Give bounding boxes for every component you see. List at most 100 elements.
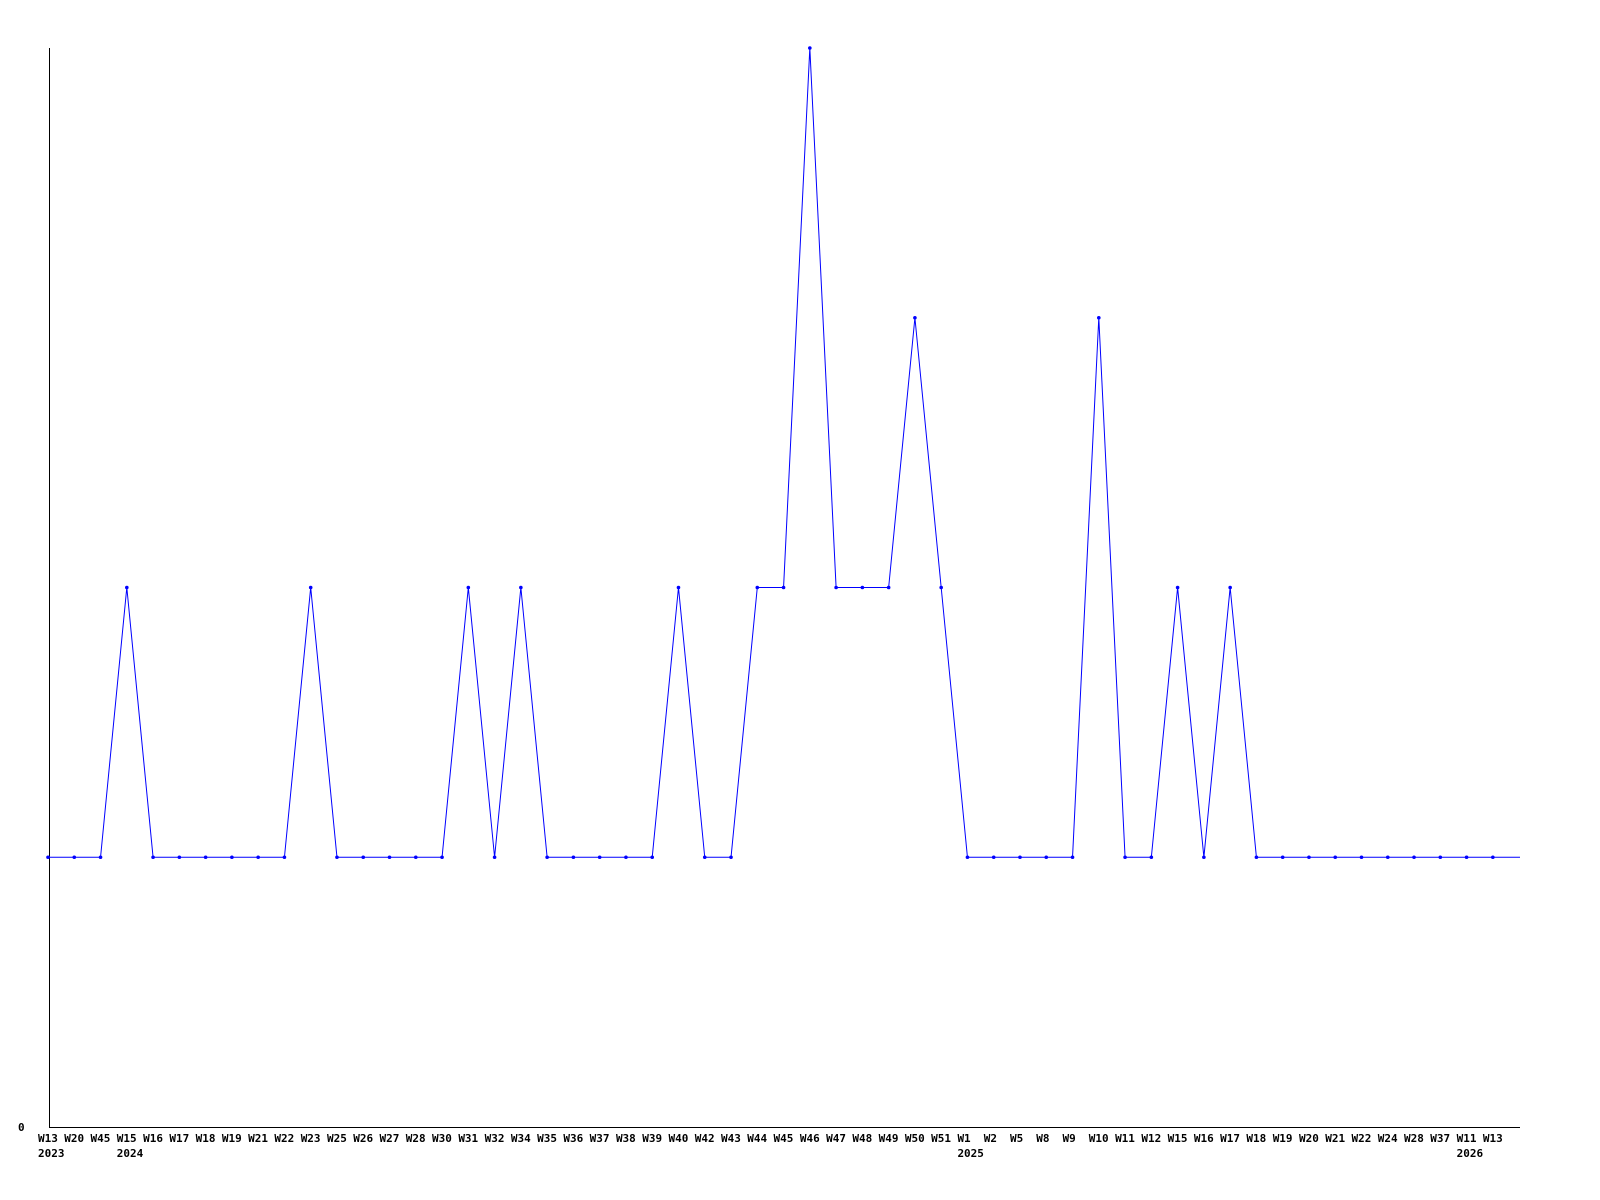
x-tick-label: W39 <box>642 1132 662 1145</box>
data-point <box>545 855 549 860</box>
x-year-label: 2025 <box>957 1147 984 1160</box>
data-point <box>1149 855 1154 860</box>
x-tick-label: W21 <box>1325 1132 1345 1145</box>
x-tick-label: W16 <box>1194 1132 1214 1145</box>
x-tick-label: W13 <box>1483 1132 1503 1145</box>
data-point <box>965 855 970 860</box>
data-point <box>1228 585 1232 590</box>
y-tick-label-0: 0 <box>18 1121 25 1134</box>
x-tick-label: W18 <box>1246 1132 1266 1145</box>
x-tick-label: W28 <box>406 1132 426 1145</box>
data-point <box>1307 855 1311 860</box>
x-tick-label: W19 <box>222 1132 242 1145</box>
data-point <box>1412 855 1416 860</box>
data-point <box>1464 855 1469 860</box>
data-point <box>1254 855 1259 860</box>
x-tick-label: W31 <box>458 1132 478 1145</box>
x-tick-label: W17 <box>1220 1132 1240 1145</box>
data-point <box>98 855 103 860</box>
data-point <box>676 585 681 590</box>
x-tick-label: W17 <box>169 1132 189 1145</box>
data-point <box>151 855 155 860</box>
x-tick-label: W10 <box>1089 1132 1109 1145</box>
x-tick-label: W16 <box>143 1132 163 1145</box>
x-tick-label: W18 <box>196 1132 216 1145</box>
data-point <box>571 855 576 860</box>
x-tick-label: W22 <box>1352 1132 1372 1145</box>
data-point <box>308 585 313 590</box>
x-tick-label: W11 <box>1457 1132 1477 1145</box>
data-point <box>203 855 208 860</box>
x-tick-label: W21 <box>248 1132 268 1145</box>
x-tick-label: W45 <box>774 1132 794 1145</box>
data-point <box>1097 315 1101 320</box>
x-tick-label: W36 <box>563 1132 583 1145</box>
data-point <box>860 585 865 590</box>
x-tick-label: W46 <box>800 1132 820 1145</box>
x-tick-label: W28 <box>1404 1132 1424 1145</box>
data-point <box>72 855 77 860</box>
x-tick-label: W50 <box>905 1132 925 1145</box>
x-tick-label: W40 <box>668 1132 688 1145</box>
data-point <box>46 855 50 860</box>
data-point <box>1044 855 1049 860</box>
x-tick-label: W1 <box>957 1132 971 1145</box>
x-tick-label: W45 <box>91 1132 111 1145</box>
x-tick-label: W26 <box>353 1132 373 1145</box>
data-point <box>466 585 471 590</box>
data-point <box>650 855 655 860</box>
data-point <box>597 855 602 860</box>
x-tick-label: W15 <box>1168 1132 1188 1145</box>
data-point <box>1280 855 1285 860</box>
series-line <box>48 47 1520 858</box>
data-point <box>1359 855 1364 860</box>
data-point <box>755 585 760 590</box>
x-tick-label: W24 <box>1378 1132 1398 1145</box>
x-tick-label: W48 <box>852 1132 872 1145</box>
data-point <box>1070 855 1075 860</box>
x-tick-label: W44 <box>747 1132 767 1145</box>
x-tick-label: W30 <box>432 1132 452 1145</box>
x-tick-label: W42 <box>695 1132 715 1145</box>
data-point <box>256 855 260 860</box>
data-point <box>177 855 182 860</box>
x-tick-label: W5 <box>1010 1132 1023 1145</box>
data-point <box>1491 855 1495 860</box>
x-tick-label: W49 <box>879 1132 899 1145</box>
data-point <box>519 585 523 590</box>
x-tick-label: W11 <box>1115 1132 1135 1145</box>
data-point <box>702 855 707 860</box>
data-point <box>781 585 786 590</box>
x-tick-label: W12 <box>1141 1132 1161 1145</box>
x-year-label: 2023 <box>38 1147 65 1160</box>
x-tick-label: W13 <box>38 1132 58 1145</box>
data-point <box>991 855 996 860</box>
data-point <box>1202 855 1206 860</box>
x-tick-label: W23 <box>301 1132 321 1145</box>
x-tick-label: W25 <box>327 1132 347 1145</box>
data-point <box>886 585 891 590</box>
x-tick-label: W43 <box>721 1132 741 1145</box>
data-point <box>1333 855 1338 860</box>
x-tick-label: W27 <box>380 1132 400 1145</box>
x-tick-label: W19 <box>1273 1132 1293 1145</box>
data-point <box>834 585 838 590</box>
x-tick-label: W8 <box>1036 1132 1049 1145</box>
x-tick-label: W37 <box>1430 1132 1450 1145</box>
data-point <box>1438 855 1443 860</box>
data-point <box>1018 855 1022 860</box>
data-point <box>939 585 943 590</box>
data-point <box>913 315 917 320</box>
x-tick-label: W20 <box>64 1132 84 1145</box>
x-tick-label: W32 <box>485 1132 505 1145</box>
x-tick-label: W9 <box>1063 1132 1076 1145</box>
x-tick-label: W51 <box>931 1132 951 1145</box>
data-point <box>361 855 366 860</box>
x-tick-label: W2 <box>984 1132 997 1145</box>
data-point <box>282 855 287 860</box>
x-tick-label: W15 <box>117 1132 137 1145</box>
data-point <box>1385 855 1390 860</box>
data-point <box>1175 585 1180 590</box>
data-point <box>624 855 628 860</box>
